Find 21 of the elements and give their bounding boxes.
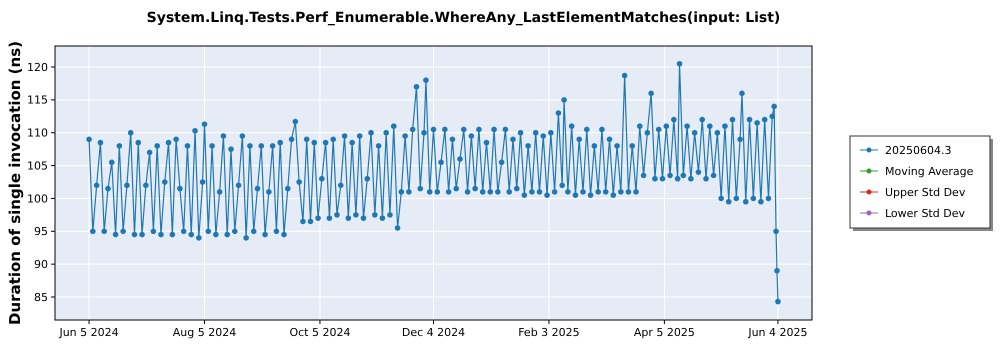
x-tick-label: Dec 4 2024 — [402, 326, 466, 339]
chart-title: System.Linq.Tests.Perf_Enumerable.WhereAny_LastElementMatches(input: List) — [146, 10, 780, 26]
y-tick-label: 120 — [27, 60, 48, 74]
y-tick-label: 85 — [34, 290, 48, 304]
legend-label: Lower Std Dev — [885, 206, 966, 220]
x-tick-label: Feb 3 2025 — [518, 326, 580, 339]
y-tick-label: 115 — [27, 94, 48, 107]
y-tick-label: 105 — [27, 159, 48, 172]
legend-label: Moving Average — [885, 164, 974, 178]
y-tick-label: 110 — [27, 126, 48, 140]
legend-label: 20250604.3 — [885, 144, 952, 157]
x-tick-label: Aug 5 2024 — [172, 326, 236, 339]
y-tick-label: 95 — [34, 225, 48, 238]
y-tick-label: 100 — [27, 192, 48, 206]
y-tick-label: 90 — [34, 258, 48, 271]
x-tick-label: Jun 4 2025 — [747, 326, 808, 339]
legend-label: Upper Std Dev — [885, 186, 966, 199]
x-tick-label: Jun 5 2024 — [58, 326, 119, 339]
x-tick-label: Oct 5 2024 — [289, 326, 350, 339]
y-axis-title: Duration of single invocation (ns) — [6, 41, 24, 325]
x-tick-label: Apr 5 2025 — [634, 326, 695, 339]
